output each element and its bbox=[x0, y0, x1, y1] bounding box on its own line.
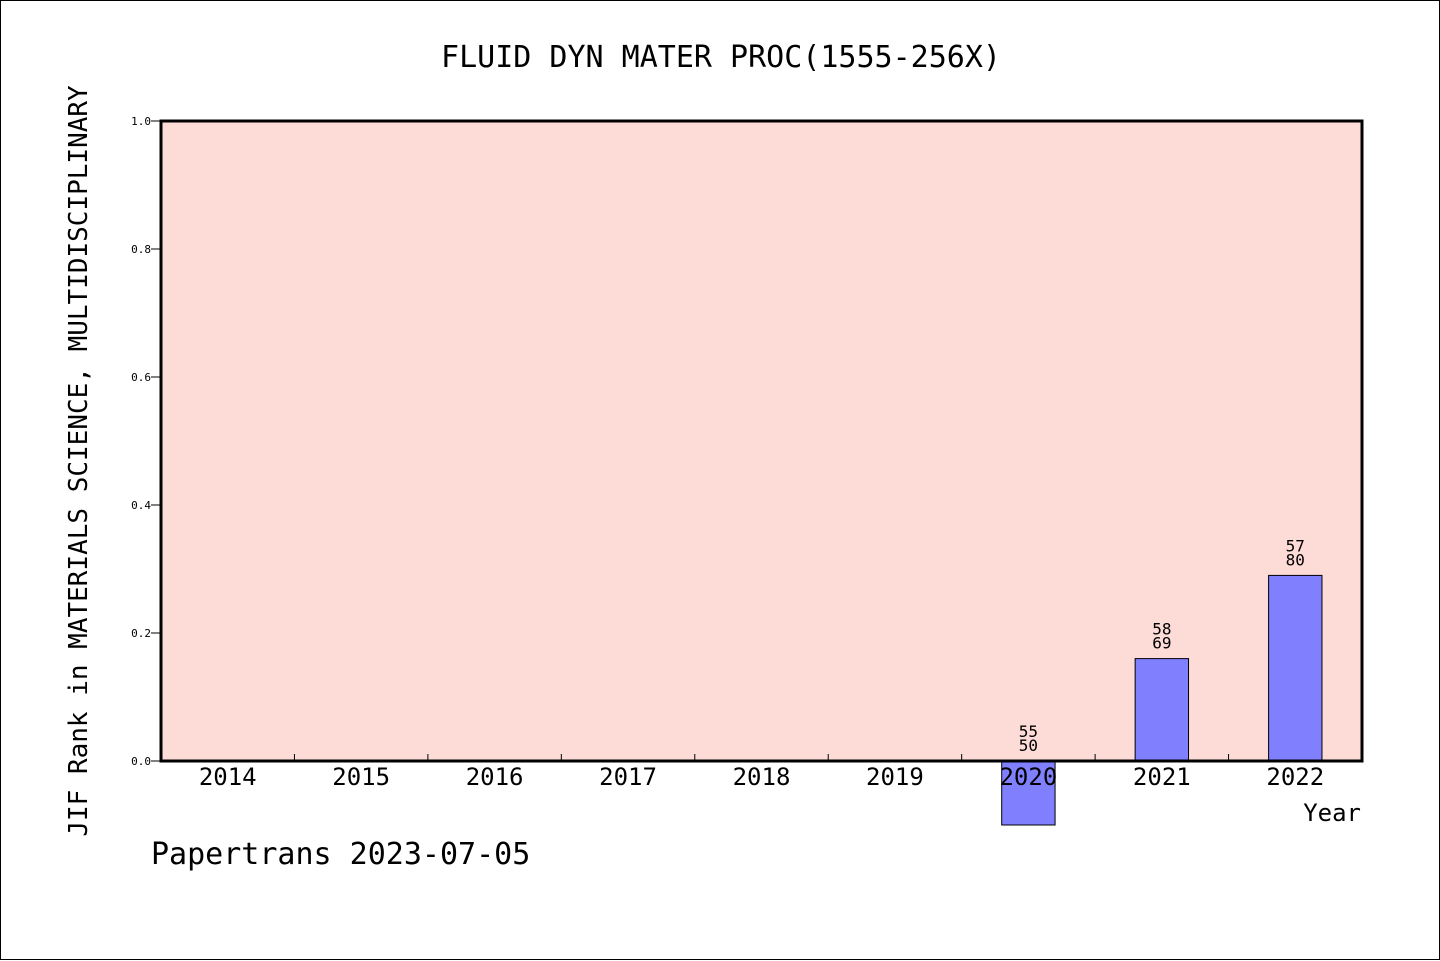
y-tick-label-0.6: 0.6 bbox=[131, 371, 151, 384]
x-tick-label-2022: 2022 bbox=[1266, 763, 1324, 791]
bar-label-2022-2: 80 bbox=[1286, 550, 1305, 569]
x-tick-label-2020: 2020 bbox=[999, 763, 1057, 791]
bar-2021 bbox=[1134, 658, 1190, 762]
bar-2022 bbox=[1268, 574, 1323, 762]
x-tick-label-2014: 2014 bbox=[199, 763, 257, 791]
plot-border bbox=[159, 119, 1364, 763]
plot-area bbox=[161, 121, 1362, 761]
x-tick-label-2018: 2018 bbox=[733, 763, 791, 791]
x-tick-label-2019: 2019 bbox=[866, 763, 924, 791]
x-ticks-group: 2014 2015 2016 2017 2018 2019 2020 2021 2022 bbox=[199, 754, 1324, 791]
x-axis-label: Year bbox=[1303, 799, 1361, 827]
x-tick-label-2021: 2021 bbox=[1133, 763, 1191, 791]
y-tick-label-1.0: 1.0 bbox=[131, 115, 151, 128]
x-tick-label-2017: 2017 bbox=[599, 763, 657, 791]
y-axis-label: JIF Rank in MATERIALS SCIENCE, MULTIDISC… bbox=[64, 85, 94, 837]
footer-credit: Papertrans 2023-07-05 bbox=[151, 837, 530, 872]
y-tick-label-0.2: 0.2 bbox=[131, 627, 151, 640]
chart-title: FLUID DYN MATER PROC(1555-256X) bbox=[441, 40, 1001, 75]
y-tick-label-0.8: 0.8 bbox=[131, 243, 151, 256]
y-tick-label-0.0: 0.0 bbox=[131, 755, 151, 768]
bar-label-2022-1: 57 bbox=[1286, 536, 1305, 555]
bar-label-2021-2: 69 bbox=[1152, 634, 1171, 653]
bar-2020 bbox=[1001, 760, 1056, 826]
x-tick-label-2015: 2015 bbox=[332, 763, 390, 791]
bar-label-2020-1: 55 bbox=[1019, 722, 1038, 741]
bars-group bbox=[1001, 574, 1323, 826]
y-ticks-group: 0.0 0.2 0.4 0.6 0.8 1.0 bbox=[131, 115, 161, 768]
bar-label-2021-1: 58 bbox=[1152, 620, 1171, 639]
y-tick-label-0.4: 0.4 bbox=[131, 499, 151, 512]
x-tick-label-2016: 2016 bbox=[466, 763, 524, 791]
bar-label-2020-2: 50 bbox=[1019, 736, 1038, 755]
